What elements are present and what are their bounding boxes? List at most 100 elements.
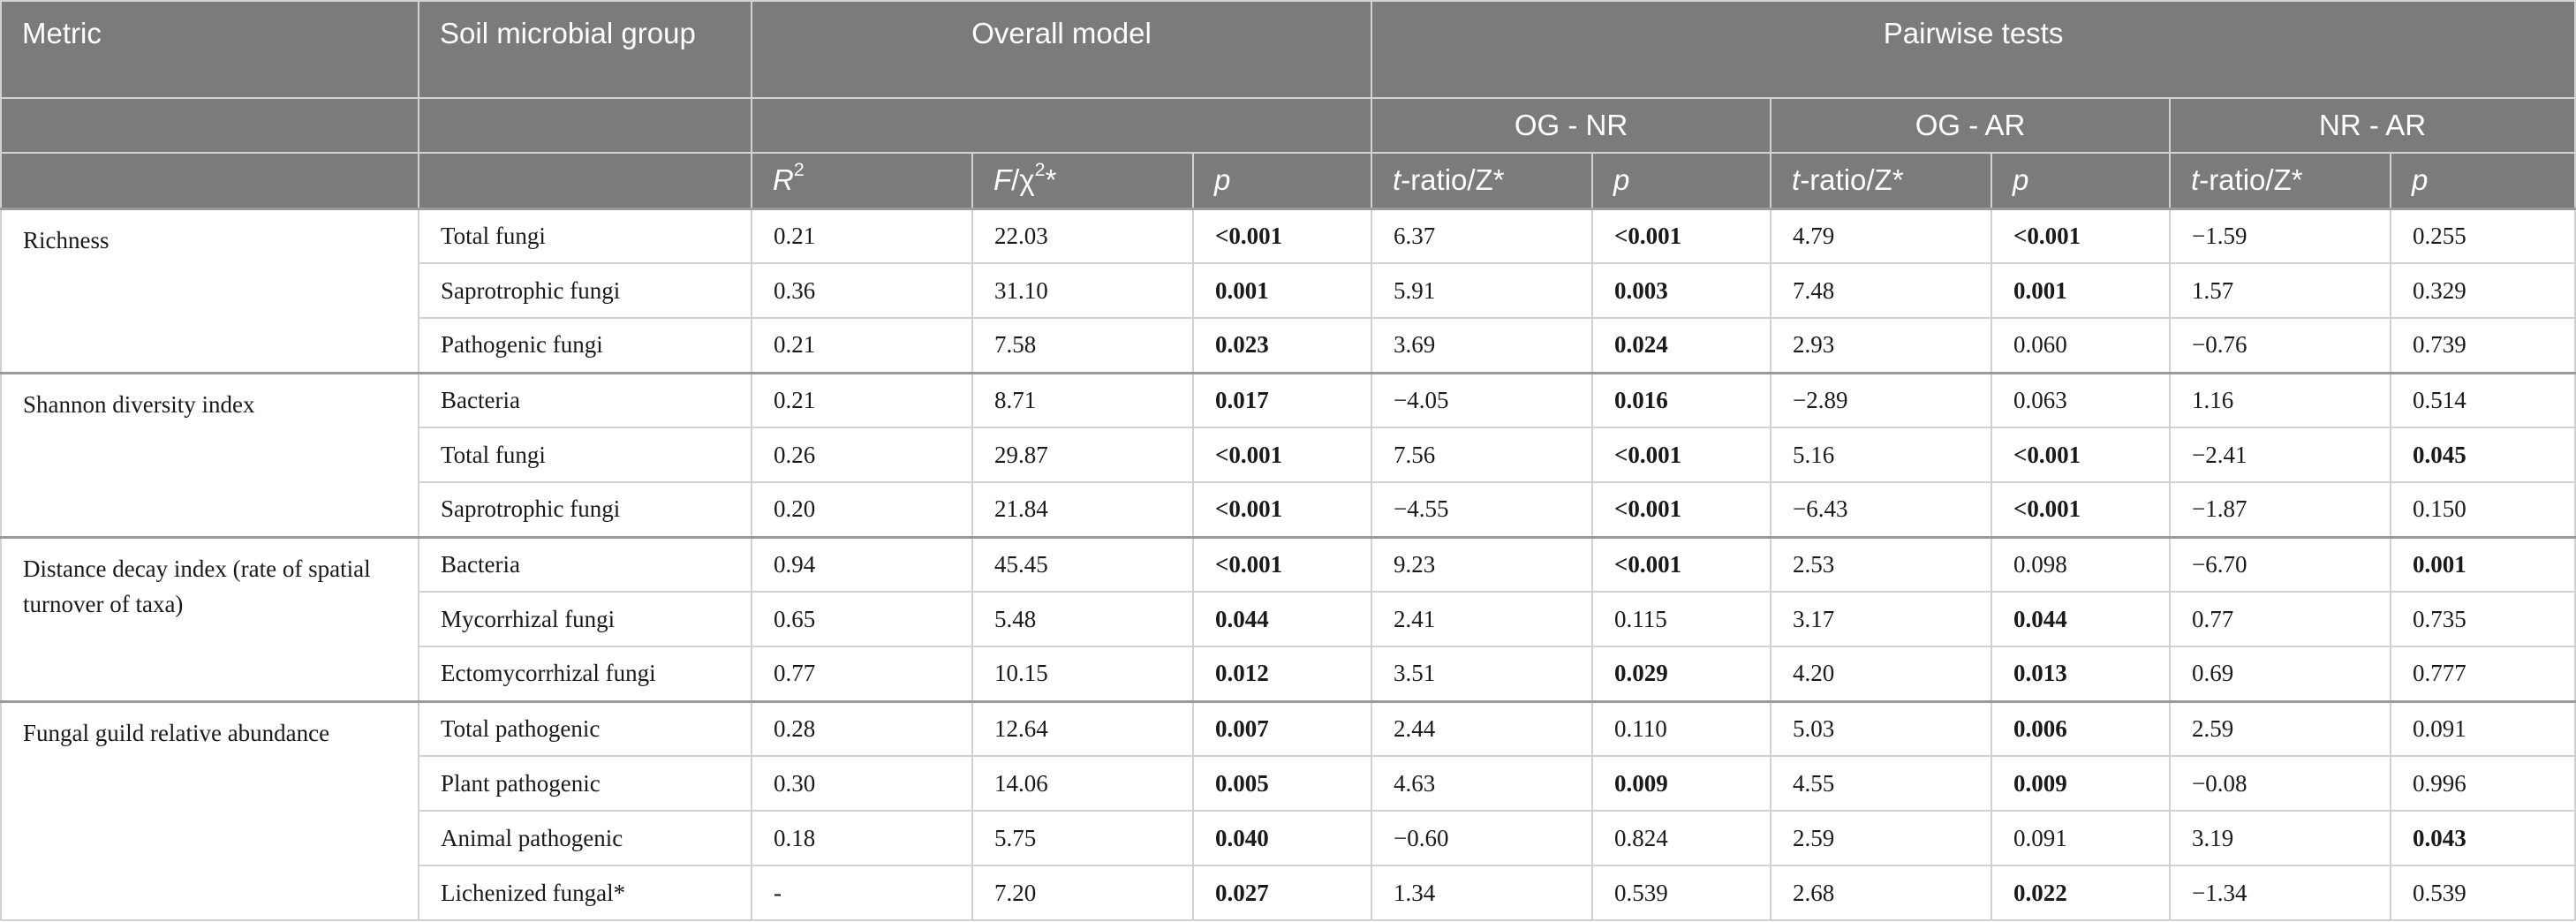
cell-og-ar-t-ratio: 2.68 (1770, 865, 1993, 921)
table-row: Shannon diversity index Bacteria 0.21 8.71 0… (0, 371, 2576, 538)
cell-og-ar-p: 0.001 (1991, 262, 2172, 319)
header-p: p (2390, 152, 2576, 210)
cell-og-nr-t-ratio: 6.37 (1371, 208, 1594, 264)
cell-soil-microbial-group: Bacteria (418, 371, 752, 428)
cell-soil-microbial-group: Total fungi (418, 208, 752, 264)
header-overall-model: Overall model (750, 0, 1373, 99)
header-empty (0, 152, 419, 210)
f-symbol: F (993, 163, 1012, 197)
cell-metric: Fungal guild relative abundance (0, 699, 419, 921)
cell-f-chi-squared: 31.10 (971, 262, 1194, 319)
cell-nr-ar-t-ratio: −0.76 (2169, 317, 2392, 374)
cell-og-ar-p: <0.001 (1991, 481, 2172, 538)
cell-og-nr-t-ratio: 5.91 (1371, 262, 1594, 319)
cell-f-chi-squared: 8.71 (971, 371, 1194, 428)
cell-nr-ar-t-ratio: 0.69 (2169, 646, 2392, 702)
cell-p: <0.001 (1191, 208, 1373, 264)
header-r-squared: R2 (751, 152, 973, 210)
cell-og-ar-p: 0.013 (1991, 646, 2172, 702)
cell-og-ar-t-ratio: 2.53 (1770, 535, 1993, 593)
cell-p: 0.017 (1191, 371, 1373, 428)
cell-soil-microbial-group: Saprotrophic fungi (418, 262, 752, 319)
cell-r-squared: 0.65 (751, 591, 973, 647)
cell-f-chi-squared: 29.87 (971, 427, 1194, 483)
cell-nr-ar-t-ratio: 2.59 (2169, 699, 2392, 757)
header-t-ratio: t-ratio/Z* (1770, 152, 1993, 210)
cell-p: <0.001 (1191, 535, 1373, 593)
cell-og-nr-t-ratio: 3.51 (1371, 646, 1594, 702)
cell-og-ar-p: <0.001 (1991, 427, 2172, 483)
cell-r-squared: 0.18 (751, 810, 973, 866)
cell-nr-ar-t-ratio: −0.08 (2169, 755, 2392, 812)
table-row: Animal pathogenic 0.18 5.75 0.040 −0.60 0.824… (1, 810, 2576, 866)
header-t-ratio: t-ratio/Z* (2169, 152, 2392, 210)
cell-soil-microbial-group: Total fungi (418, 427, 752, 483)
cell-f-chi-squared: 7.20 (971, 865, 1194, 921)
cell-f-chi-squared: 10.15 (971, 646, 1194, 702)
cell-r-squared: 0.28 (751, 699, 973, 757)
cell-f-chi-squared: 7.58 (971, 317, 1194, 374)
header-p: p (1191, 152, 1373, 210)
cell-og-nr-t-ratio: 3.69 (1371, 317, 1594, 374)
cell-soil-microbial-group: Plant pathogenic (418, 755, 752, 812)
header-empty (418, 97, 752, 154)
cell-og-ar-p: 0.009 (1991, 755, 2172, 812)
cell-nr-ar-p: 0.001 (2390, 535, 2576, 593)
cell-f-chi-squared: 5.75 (971, 810, 1194, 866)
cell-f-chi-squared: 45.45 (971, 535, 1194, 593)
cell-nr-ar-p: 0.735 (2390, 591, 2576, 647)
header-soil-microbial-group: Soil microbial group (418, 0, 752, 99)
cell-og-ar-p: 0.006 (1991, 699, 2172, 757)
cell-r-squared: 0.21 (751, 208, 973, 264)
cell-soil-microbial-group: Animal pathogenic (418, 810, 752, 866)
r-superscript: 2 (793, 158, 805, 180)
cell-nr-ar-p: 0.739 (2390, 317, 2576, 374)
header-metric: Metric (0, 0, 419, 99)
cell-p: 0.040 (1191, 810, 1373, 866)
cell-og-nr-p: <0.001 (1591, 208, 1772, 264)
cell-p: 0.044 (1191, 591, 1373, 647)
header-pair-og-ar: OG - AR (1770, 97, 2172, 154)
cell-f-chi-squared: 22.03 (971, 208, 1194, 264)
cell-og-ar-t-ratio: 7.48 (1770, 262, 1993, 319)
cell-og-ar-t-ratio: 2.93 (1770, 317, 1993, 374)
cell-f-chi-squared: 12.64 (971, 699, 1194, 757)
header-pairwise-tests: Pairwise tests (1371, 0, 2576, 99)
cell-og-nr-t-ratio: 9.23 (1371, 535, 1594, 593)
cell-og-nr-p: 0.016 (1591, 371, 1772, 428)
cell-og-ar-t-ratio: −2.89 (1770, 371, 1993, 428)
table-row: Distance decay index (rate of spatial tu… (0, 535, 2576, 702)
cell-r-squared: 0.77 (751, 646, 973, 702)
cell-nr-ar-t-ratio: −1.87 (2169, 481, 2392, 538)
cell-og-ar-t-ratio: 4.79 (1770, 208, 1993, 264)
table-row: Saprotrophic fungi 0.36 31.10 0.001 5.91 0.00… (1, 262, 2576, 319)
cell-p: 0.001 (1191, 262, 1373, 319)
cell-og-ar-p: 0.098 (1991, 535, 2172, 593)
cell-nr-ar-t-ratio: −1.34 (2169, 865, 2392, 921)
cell-p: 0.005 (1191, 755, 1373, 812)
cell-soil-microbial-group: Lichenized fungal* (418, 865, 752, 921)
cell-og-nr-p: 0.029 (1591, 646, 1772, 702)
cell-og-nr-p: 0.003 (1591, 262, 1772, 319)
header-f-chi-squared: F/χ2* (971, 152, 1194, 210)
cell-soil-microbial-group: Total pathogenic (418, 699, 752, 757)
cell-nr-ar-t-ratio: 1.57 (2169, 262, 2392, 319)
header-t-ratio: t-ratio/Z* (1371, 152, 1594, 210)
cell-soil-microbial-group: Saprotrophic fungi (418, 481, 752, 538)
cell-nr-ar-p: 0.043 (2390, 810, 2576, 866)
header-empty (418, 152, 752, 210)
header-p: p (1991, 152, 2172, 210)
header-empty (0, 97, 419, 154)
header-p: p (1591, 152, 1772, 210)
cell-r-squared: 0.30 (751, 755, 973, 812)
cell-og-nr-p: 0.009 (1591, 755, 1772, 812)
table-row: Mycorrhizal fungi 0.65 5.48 0.044 2.41 0.115 3… (1, 591, 2576, 647)
cell-og-ar-p: 0.044 (1991, 591, 2172, 647)
table-row: Pathogenic fungi 0.21 7.58 0.023 3.69 0.024 2.… (1, 317, 2576, 374)
cell-nr-ar-t-ratio: 0.77 (2169, 591, 2392, 647)
cell-nr-ar-t-ratio: −2.41 (2169, 427, 2392, 483)
cell-nr-ar-p: 0.045 (2390, 427, 2576, 483)
chi-symbol: /χ (1011, 163, 1035, 197)
cell-og-nr-t-ratio: 4.63 (1371, 755, 1594, 812)
cell-nr-ar-p: 0.091 (2390, 699, 2576, 757)
